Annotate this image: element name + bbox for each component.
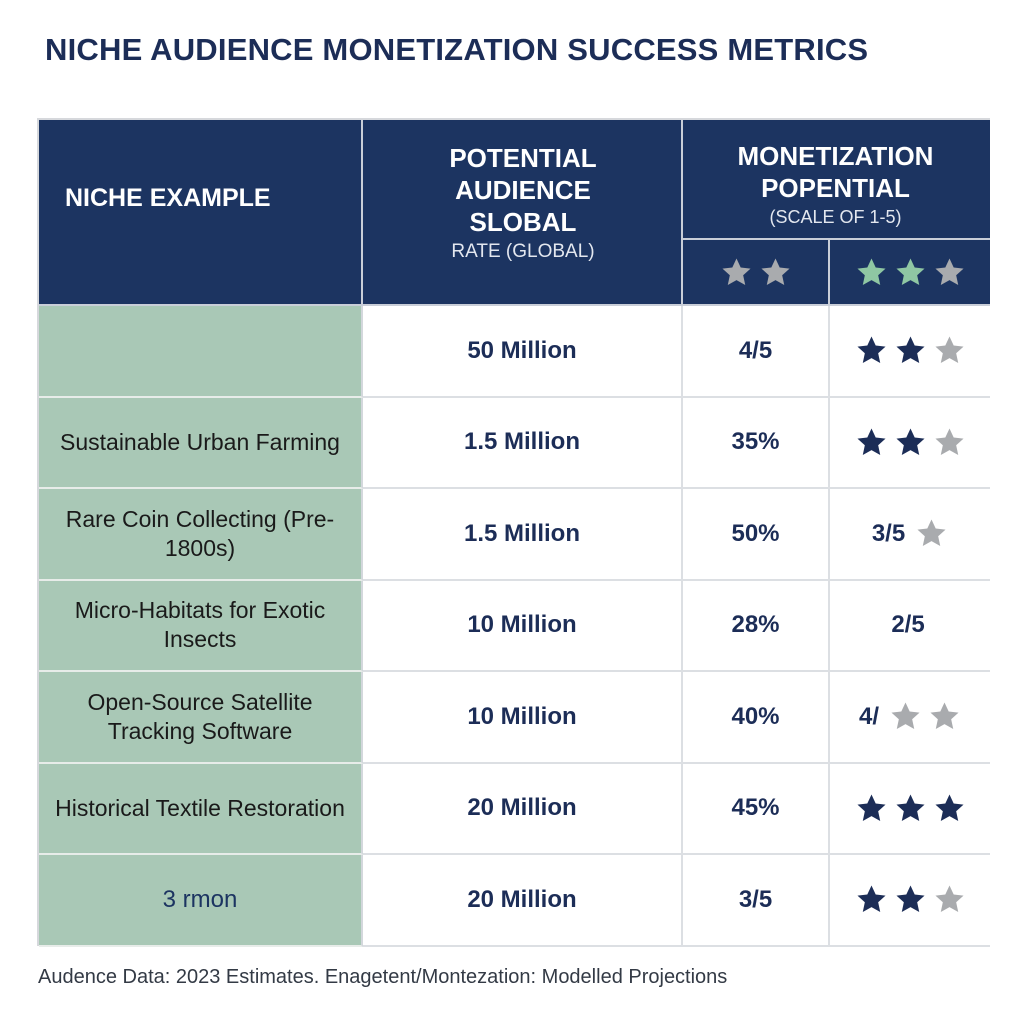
niche-cell: 3 rmon [39, 855, 363, 947]
header-audience-line2: AUDIENCE [455, 175, 591, 205]
page-title: NICHE AUDIENCE MONETIZATION SUCCESS METR… [45, 32, 869, 67]
header-audience-line1: POTENTIAL [449, 143, 597, 173]
star-icon [917, 519, 946, 547]
star-icon [934, 885, 964, 913]
audience-cell: 1.5 Million [363, 397, 683, 489]
star-icon [934, 257, 964, 285]
audience-cell: 20 Million [363, 763, 683, 855]
niche-cell: Sustainable Urban Farming [39, 397, 363, 489]
rate-cell: 3/5 [683, 855, 830, 947]
rating-stars: 4/ [859, 700, 961, 733]
rating-cell: 4/ [830, 672, 990, 764]
rate-cell: 50% [683, 489, 830, 581]
star-icon [895, 885, 925, 913]
header-audience-line3: SLOBAL [469, 207, 577, 237]
rating-stars: 3/5 [872, 517, 948, 550]
header-niche-label: NICHE EXAMPLE [65, 184, 271, 212]
star-icon [934, 336, 964, 364]
star-icon [895, 794, 925, 821]
header-star-col-1 [683, 240, 830, 306]
star-icon [895, 257, 925, 285]
star-icon [856, 336, 886, 364]
star-icon [760, 257, 790, 285]
rating-stars [855, 883, 966, 916]
header-audience-sub: RATE (GLOBAL) [451, 241, 595, 262]
rate-cell: 40% [683, 672, 830, 764]
rating-cell [830, 397, 990, 489]
rating-cell [830, 855, 990, 947]
header-monetization: MONETIZATION POPENTIAL (SCALE OF 1-5) [683, 120, 990, 240]
niche-cell: Rare Coin Collecting (Pre-1800s) [39, 489, 363, 581]
star-icon [856, 257, 886, 285]
header-monetization-line1: MONETIZATION [737, 141, 934, 171]
niche-cell [39, 306, 363, 398]
rating-score-text: 3/5 [871, 519, 906, 547]
star-icon [895, 428, 925, 455]
rating-stars [855, 334, 966, 367]
rating-cell: 2/5 [830, 580, 990, 672]
star-icon [856, 885, 886, 913]
rating-score-text: 4/ [858, 702, 879, 730]
footer-note: Audence Data: 2023 Estimates. Enagetent/… [38, 966, 728, 988]
star-icon [930, 702, 959, 730]
star-icon [895, 336, 925, 364]
header-niche: NICHE EXAMPLE [39, 120, 363, 306]
rating-stars: 2/5 [891, 611, 928, 639]
header-monetization-sub: (SCALE OF 1-5) [769, 207, 902, 227]
audience-cell: 50 Million [363, 306, 683, 398]
audience-cell: 20 Million [363, 855, 683, 947]
star-icon [856, 794, 886, 821]
rate-cell: 4/5 [683, 306, 830, 398]
metrics-table: NICHE EXAMPLE POTENTIAL AUDIENCE SLOBAL … [37, 118, 990, 947]
niche-cell: Open-Source Satellite Tracking Software [39, 672, 363, 764]
audience-cell: 10 Million [363, 580, 683, 672]
header-monetization-line2: POPENTIAL [761, 173, 910, 203]
header-audience: POTENTIAL AUDIENCE SLOBAL RATE (GLOBAL) [363, 120, 683, 306]
rate-cell: 28% [683, 580, 830, 672]
rating-cell: 3/5 [830, 489, 990, 581]
star-icon [934, 428, 964, 455]
header-star-col-2 [830, 240, 990, 306]
header-star-group-2 [855, 256, 966, 289]
rate-cell: 45% [683, 763, 830, 855]
rating-cell [830, 763, 990, 855]
rating-cell [830, 306, 990, 398]
header-star-group-1 [720, 256, 792, 289]
niche-cell: Historical Textile Restoration [39, 763, 363, 855]
rating-stars [855, 426, 966, 459]
star-icon [934, 794, 964, 821]
rating-score-text: 2/5 [891, 611, 925, 639]
star-icon [721, 257, 751, 285]
star-icon [856, 428, 886, 455]
star-icon [891, 702, 920, 730]
audience-cell: 10 Million [363, 672, 683, 764]
audience-cell: 1.5 Million [363, 489, 683, 581]
rating-stars [855, 792, 966, 825]
rate-cell: 35% [683, 397, 830, 489]
niche-cell: Micro-Habitats for Exotic Insects [39, 580, 363, 672]
